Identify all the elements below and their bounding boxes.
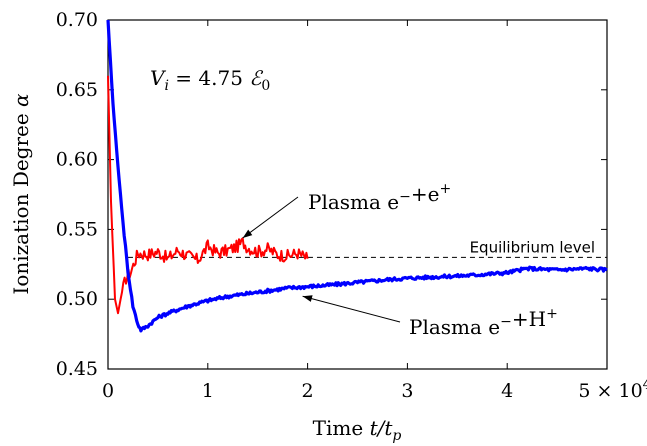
annotation-ee-arrow-head: [242, 229, 253, 238]
y-tick-label: 0.50: [56, 288, 98, 310]
tick-labels: 0 1 2 3 4 5 × 104 0.45 0.50 0.55 0.60 0.65 0.70: [56, 9, 647, 402]
equilibrium-label: Equilibrium level: [470, 238, 595, 256]
y-tick-label: 0.55: [56, 218, 98, 240]
y-tick-label: 0.65: [56, 79, 98, 101]
y-tick-label: 0.45: [56, 358, 98, 380]
annotation-ee-label: Plasma e−+e+: [308, 181, 451, 214]
formula-label: Vi = 4.75 ℰ0: [150, 66, 270, 94]
annotation-eh-label: Plasma e−+H+: [409, 306, 558, 339]
y-tick-label: 0.70: [56, 9, 98, 31]
blue-series-line: [106, 19, 608, 333]
plot-frame: [107, 19, 608, 370]
red-series-line: [107, 75, 309, 315]
x-tick-label: 4: [501, 380, 513, 402]
annotation-eh-arrow-line: [302, 295, 401, 323]
annotation-layer: Plasma e−+e+ Plasma e−+H+: [242, 181, 558, 339]
x-axis-label: Time t/tp: [313, 416, 402, 444]
y-axis-label: Ionization Degree α: [9, 93, 33, 295]
y-tick-label: 0.60: [56, 149, 98, 171]
x-tick-label: 3: [401, 380, 413, 402]
annotation-ee-arrow-line: [242, 196, 299, 239]
x-tick-label: 5 × 104: [578, 377, 647, 402]
x-tick-label: 2: [302, 380, 314, 402]
series-layer: [106, 19, 608, 333]
x-tick-label: 1: [202, 380, 214, 402]
x-tick-label: 0: [102, 380, 114, 402]
annotation-eh-arrow-head: [302, 295, 313, 302]
